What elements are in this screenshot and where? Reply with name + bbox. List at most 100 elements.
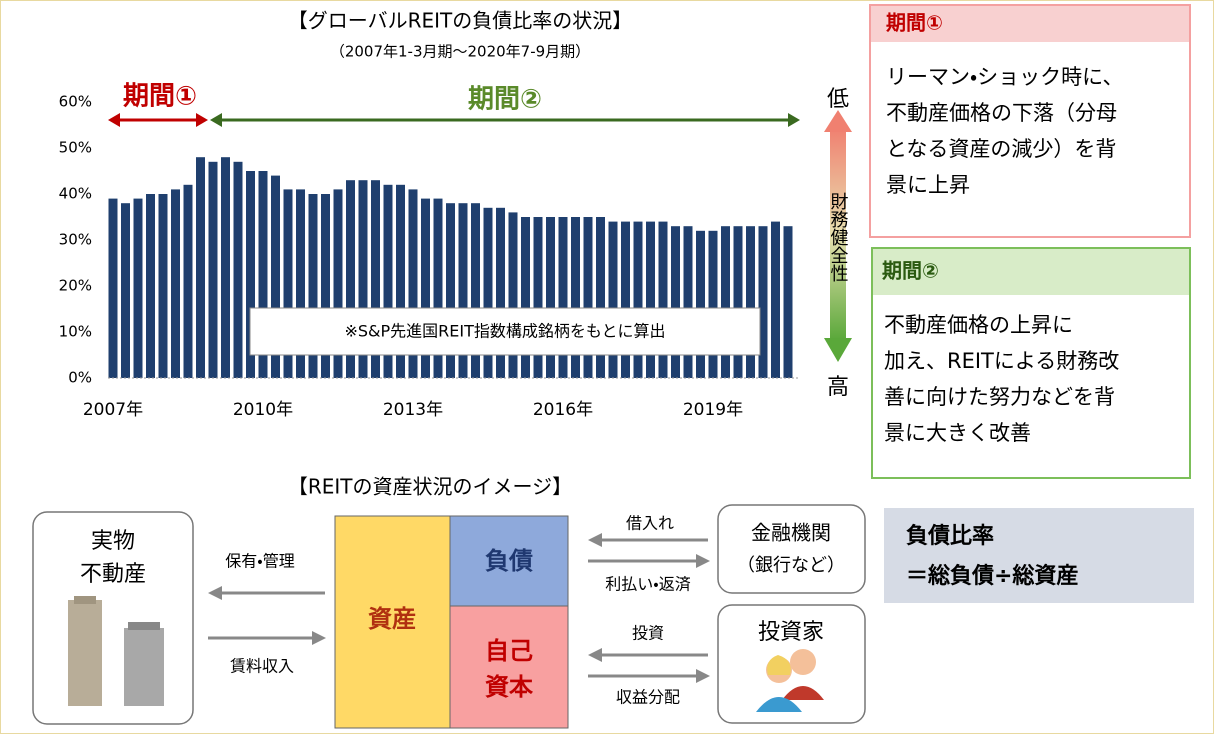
bar (158, 194, 168, 378)
x-tick-label: 2019年 (683, 400, 743, 420)
bar (471, 203, 480, 378)
bar (246, 171, 255, 378)
arrow-head (210, 113, 222, 127)
block-label: 自己 (485, 637, 533, 665)
arrow-head (588, 533, 602, 547)
x-tick-label: 2016年 (533, 400, 593, 420)
arrow-head (824, 110, 852, 132)
bar (121, 203, 130, 378)
bar (296, 189, 305, 378)
bar (696, 230, 705, 378)
node-label: 金融機関 (751, 521, 831, 545)
bar (258, 171, 268, 378)
arrow-head (588, 648, 602, 662)
block-label: 資本 (485, 673, 534, 701)
bar (708, 230, 718, 378)
box-text: リーマン・ショック時に、 (886, 65, 1124, 89)
arrow-head (196, 113, 208, 127)
arrow-head (208, 586, 222, 600)
low-label: 低 (827, 87, 849, 112)
bar (183, 184, 193, 378)
bar (533, 217, 543, 378)
box-title: 期間① (886, 11, 943, 35)
bar (371, 180, 380, 378)
bar (658, 221, 668, 378)
bar (433, 198, 443, 378)
health-arrow (830, 128, 846, 340)
box-title: 期間② (882, 259, 939, 283)
bar (571, 217, 580, 378)
bar (108, 198, 118, 378)
bar (483, 207, 493, 378)
bar (746, 226, 755, 378)
equity-block (449, 605, 569, 729)
people-icon (756, 649, 824, 712)
bar (771, 221, 780, 378)
bar (446, 203, 455, 378)
y-tick-label: 60% (59, 93, 92, 111)
assets-block (334, 515, 451, 729)
bar (546, 217, 555, 378)
y-tick-label: 10% (59, 323, 92, 341)
bar (508, 212, 518, 378)
bar (321, 194, 330, 378)
bar (621, 221, 630, 378)
bar (408, 189, 418, 378)
bar (383, 184, 393, 378)
node-label: 不動産 (80, 562, 146, 587)
block-label: 負債 (485, 547, 533, 575)
building-icon (68, 596, 164, 706)
bar (421, 198, 430, 378)
y-tick-label: 30% (59, 231, 92, 249)
flow-label: 投資 (632, 624, 664, 643)
chart-subtitle: （2007年1-3月期～2020年7-9月期） (330, 43, 590, 61)
bar (758, 226, 768, 378)
box-header (871, 6, 1189, 42)
diagram-title: 【REITの資産状況のイメージ】 (288, 475, 572, 499)
chart-title: 【グローバルREITの負債比率の状況】 (288, 9, 632, 33)
box-header (873, 249, 1189, 295)
flow-label: 収益分配 (616, 688, 680, 707)
bar (458, 203, 468, 378)
box-text: 景に大きく改善 (884, 421, 1031, 445)
bar (233, 161, 243, 378)
high-label: 高 (827, 375, 849, 400)
y-tick-label: 50% (59, 139, 92, 157)
period1-label: 期間① (123, 82, 197, 112)
box-text: となる資産の減少）を背 (886, 137, 1116, 161)
y-tick-label: 20% (59, 277, 92, 295)
box-text: 不動産価格の上昇に (884, 313, 1073, 337)
bar (733, 226, 743, 378)
bar (358, 180, 368, 378)
axis-note: 財務健全性 (828, 192, 849, 282)
period2-label: 期間② (468, 85, 542, 115)
bar (396, 184, 405, 378)
bar (196, 157, 205, 378)
bar (596, 217, 605, 378)
box (869, 4, 1191, 238)
bank-box (717, 504, 866, 594)
bar (608, 221, 618, 378)
flow-label: 賃料収入 (230, 657, 294, 676)
liabilities-block (449, 515, 569, 607)
formula-label: 負債比率 (906, 523, 994, 549)
note: ※S&P先進国REIT指数構成銘柄をもとに算出 (344, 322, 665, 341)
arrow-head (312, 631, 326, 645)
box-text: 景に上昇 (886, 173, 970, 197)
box-text: 善に向けた努力などを背 (884, 385, 1115, 409)
bar (208, 161, 218, 378)
node-label: （銀行など） (737, 555, 845, 576)
bar (683, 226, 693, 378)
x-tick-label: 2010年 (233, 400, 293, 420)
bar (146, 194, 155, 378)
bar (521, 217, 530, 378)
arrow-head (824, 338, 852, 362)
bar (783, 226, 793, 378)
bar (271, 175, 280, 378)
bar (308, 194, 318, 378)
flow-label: 保有・管理 (225, 552, 294, 571)
bar (333, 189, 343, 378)
bar (646, 221, 655, 378)
flow-label: 借入れ (626, 514, 674, 533)
